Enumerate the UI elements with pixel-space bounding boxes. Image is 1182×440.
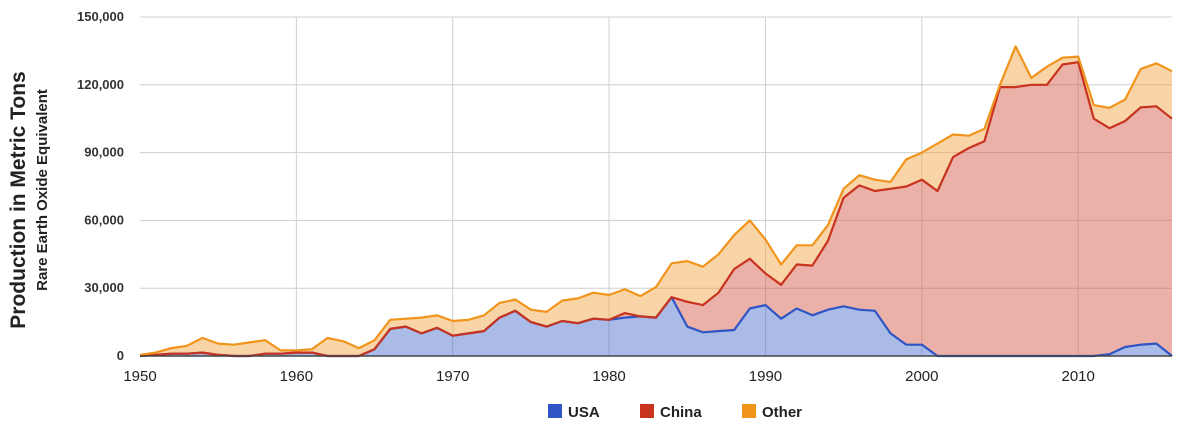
legend-swatch-other	[742, 404, 756, 418]
legend: USA China Other	[548, 404, 802, 421]
y-tick-label: 120,000	[77, 77, 124, 92]
legend-label-china: China	[660, 404, 702, 421]
legend-label-other: Other	[762, 404, 802, 421]
x-tick-label: 1960	[280, 368, 313, 385]
x-tick-label: 1970	[436, 368, 469, 385]
x-tick-label: 1950	[123, 368, 156, 385]
legend-swatch-china	[640, 404, 654, 418]
y-tick-label: 30,000	[84, 280, 124, 295]
x-tick-label: 1990	[749, 368, 782, 385]
legend-label-usa: USA	[568, 404, 600, 421]
area-usa	[140, 297, 1172, 356]
y-tick-label: 90,000	[84, 145, 124, 160]
y-axis-sublabel: Rare Earth Oxide Equivalent	[34, 89, 51, 291]
y-tick-label: 150,000	[77, 9, 124, 24]
x-tick-label: 2000	[905, 368, 938, 385]
x-tick-label: 2010	[1061, 368, 1094, 385]
area-china	[140, 62, 1172, 356]
x-axis-ticks: 1950 1960 1970 1980 1990 2000 2010	[123, 368, 1095, 385]
legend-swatch-usa	[548, 404, 562, 418]
series-areas	[140, 46, 1172, 357]
x-tick-label: 1980	[592, 368, 625, 385]
y-tick-label: 60,000	[84, 212, 124, 227]
y-tick-label: 0	[117, 348, 124, 363]
y-axis-label: Production in Metric Tons	[7, 71, 30, 328]
grid-lines	[140, 16, 1172, 356]
line-other	[139, 45, 1173, 356]
area-other	[140, 46, 1172, 357]
y-axis-ticks: 0 30,000 60,000 90,000 120,000 150,000	[77, 9, 124, 363]
